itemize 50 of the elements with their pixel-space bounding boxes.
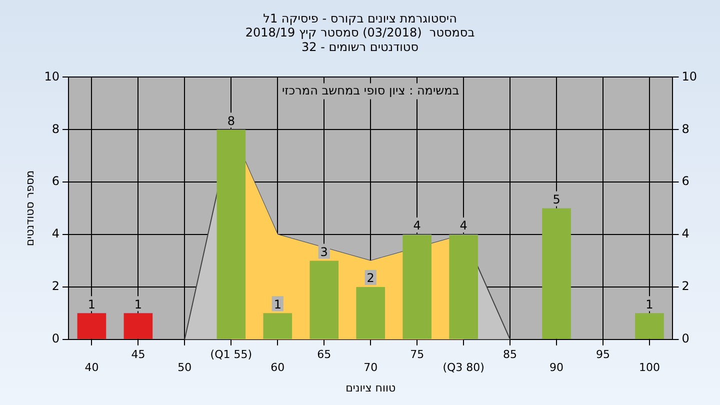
y2-tick-label: 6 [682,174,690,188]
bar [310,260,339,339]
bar [449,234,478,339]
bar [542,208,571,339]
annotation: במשימה : ציון סופי במחשב המרכזי [282,83,460,98]
data-label: 1 [646,297,654,312]
data-label: 2 [366,271,374,286]
y-tick-label: 8 [52,122,60,136]
data-label: 4 [460,218,468,233]
y-axis-title: מספר סטודנטים [23,170,36,246]
x-tick-label: 90 [550,361,564,374]
y-tick-label: 4 [52,226,60,241]
y2-tick-label: 2 [682,279,690,294]
y-tick-label: 6 [52,174,60,188]
bar [635,313,664,339]
data-label: 5 [552,192,560,206]
x-tick-label: 70 [364,361,378,374]
data-label: 1 [88,297,96,312]
x-tick-label: 45 [131,348,146,361]
x-tick-label: 95 [596,348,610,361]
y-tick-label: 2 [52,279,60,294]
y2-tick-label: 4 [682,226,690,241]
data-label: 3 [320,244,328,259]
data-label: 4 [413,218,421,233]
x-tick-label: (Q1 55) [210,348,252,361]
chart-title: היסטוגרמת ציונים בקורס - פיסיקה 1ל [263,11,457,26]
data-label: 8 [227,114,235,128]
bar [356,286,386,339]
x-tick-label: 75 [410,348,424,361]
y2-tick-label: 0 [682,332,690,346]
x-tick-label: 40 [84,361,99,374]
x-tick-label: 50 [178,361,192,374]
x-tick-label: 100 [638,361,660,374]
y2-tick-label: 8 [682,122,690,136]
y-tick-label: 0 [52,332,60,346]
bar [402,234,432,339]
x-axis-title: טווח ציונים [346,381,396,394]
x-tick-label: 65 [317,348,332,361]
bar [77,313,106,339]
y-tick-label: 10 [44,69,60,84]
data-label: 1 [134,297,142,312]
chart-subtitle: בסמסטר (03/2018) סמסטר קיץ 2018/19 סטודנטים רשומים - 32 [245,26,475,54]
x-tick-label: 85 [503,348,518,361]
x-tick-label: (Q3 80) [442,361,484,374]
data-label: 1 [274,297,282,312]
y2-tick-label: 10 [682,69,698,84]
bar [216,130,246,339]
bar [263,313,292,339]
x-tick-label: 60 [270,361,285,374]
bar [124,313,153,339]
